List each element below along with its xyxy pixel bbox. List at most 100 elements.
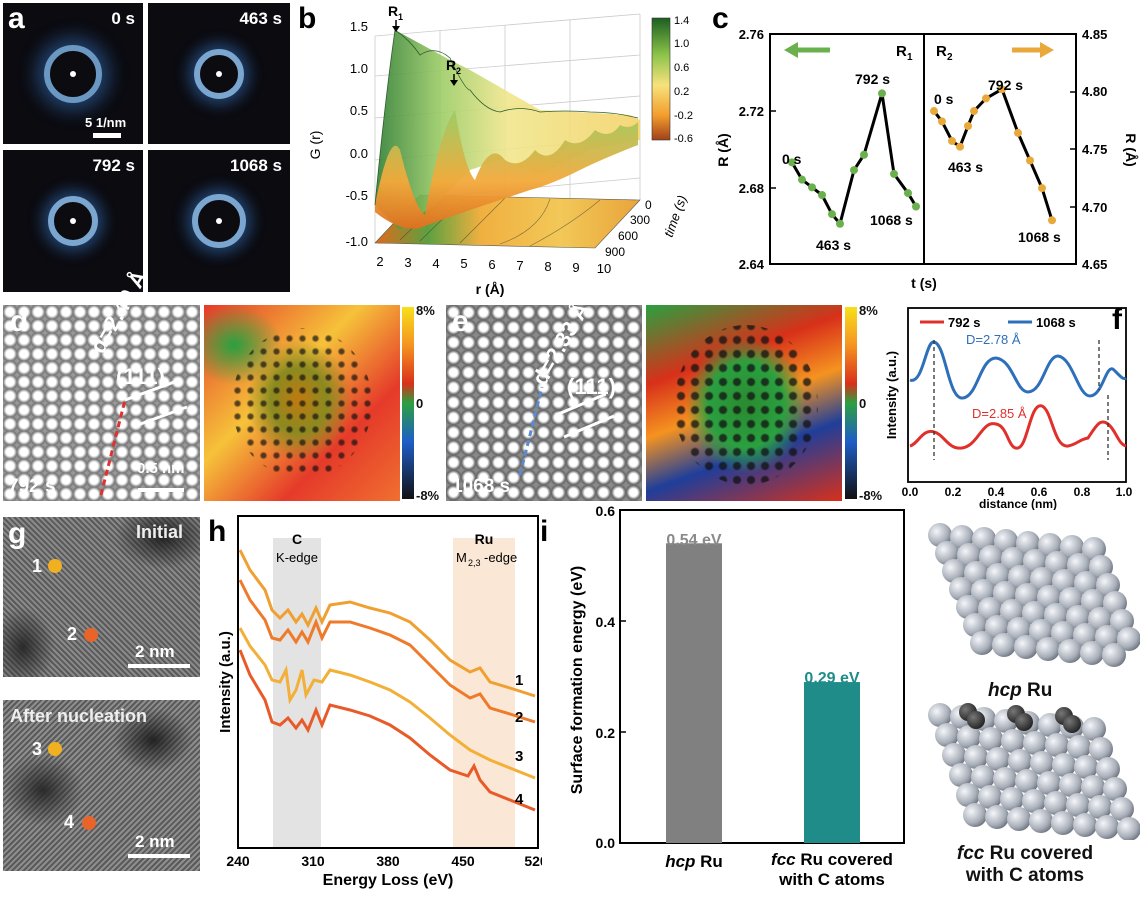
ru-atom xyxy=(978,785,1002,809)
point-1-label: 1 xyxy=(32,556,43,576)
ru-atom xyxy=(1007,807,1031,831)
f-xtick: 0.0 xyxy=(902,485,919,499)
b-xtick: 6 xyxy=(488,257,495,272)
ru-atom xyxy=(1044,791,1068,815)
ru-atom xyxy=(986,563,1010,587)
time-label: 463 s xyxy=(239,9,282,28)
b-ttick: 900 xyxy=(605,245,625,259)
h-ylabel: Intensity (a.u.) xyxy=(217,631,234,733)
point-1-marker xyxy=(48,559,62,573)
f-xtick: 0.2 xyxy=(945,485,962,499)
spectrum-3 xyxy=(238,627,536,780)
ru-atom xyxy=(1015,769,1039,793)
diffraction-image-792s: 792 s xyxy=(3,150,143,292)
r1-point xyxy=(860,150,868,159)
b-xtick: 10 xyxy=(597,261,611,276)
r2-point xyxy=(930,107,938,116)
ru-atom xyxy=(1008,565,1032,589)
d-plane-label: (111) xyxy=(116,364,165,389)
r2-label-sub: 2 xyxy=(456,66,461,76)
c-label-r2: 792 s xyxy=(988,77,1023,93)
c-label-r1: 792 s xyxy=(855,71,890,87)
ru-atom xyxy=(1001,547,1025,571)
ru-atom xyxy=(1080,641,1104,665)
c-label-r1: 1068 s xyxy=(870,212,913,228)
c-right-tick: 4.75 xyxy=(1082,142,1107,157)
hcp-ru-model xyxy=(928,523,1140,667)
b-cbar-tick: 1.4 xyxy=(674,15,689,27)
ru-atom xyxy=(1089,737,1113,761)
b-ylabel: G (r) xyxy=(307,131,323,160)
ru-atom xyxy=(1007,617,1031,641)
r1-point xyxy=(788,158,796,167)
ru-atom xyxy=(1067,553,1091,577)
b-xtick: 2 xyxy=(376,254,383,269)
d-cbar-bot: -8% xyxy=(416,488,440,503)
panel-label-e: e xyxy=(452,305,469,338)
f-legend-2: 1068 s xyxy=(1036,315,1076,330)
h-edge2-main: M xyxy=(456,550,467,565)
ru-atom xyxy=(1038,533,1062,557)
i-ytick: 0.4 xyxy=(596,614,616,630)
ru-atom xyxy=(1029,809,1053,833)
g-scale-bar xyxy=(128,664,190,668)
r2-point xyxy=(982,94,990,103)
ru-atom xyxy=(1096,757,1120,781)
panel-label-d: d xyxy=(10,305,29,338)
f-d1: D=2.78 Å xyxy=(966,332,1021,347)
ru-atom xyxy=(935,541,959,565)
ru-atom xyxy=(993,767,1017,791)
ru-atom xyxy=(979,727,1003,751)
r2-label: R xyxy=(446,57,456,73)
r1-point xyxy=(798,175,806,184)
f-xtick: 0.4 xyxy=(988,485,1005,499)
ru-atom xyxy=(964,561,988,585)
ru-atom xyxy=(935,723,959,747)
b-xtick: 9 xyxy=(572,260,579,275)
ru-atom xyxy=(1015,583,1039,607)
ru-atom xyxy=(1044,603,1068,627)
panel-f-chart: 792 s 1068 s D=2.78 Å D=2.85 Å 0.0 0.2 0… xyxy=(884,307,1133,510)
ru-atom xyxy=(1051,621,1075,645)
b-cbar-tick: 0.2 xyxy=(674,86,689,98)
c-r2-sub: 2 xyxy=(947,52,953,63)
ru-atom xyxy=(1000,787,1024,811)
g-initial-label: Initial xyxy=(136,522,184,542)
c-ylabel-right: R (Å) xyxy=(1123,133,1139,166)
ru-atom xyxy=(992,633,1016,657)
diffraction-image-463s: 463 s xyxy=(148,3,290,144)
ru-atom xyxy=(1052,753,1076,777)
r2-point xyxy=(970,107,978,116)
point-2-marker xyxy=(84,628,98,642)
c-left-tick: 2.72 xyxy=(739,104,764,119)
b-ytick: -1.0 xyxy=(346,234,368,249)
ru-atom xyxy=(1060,535,1084,559)
e-plane-label: (111) xyxy=(567,374,616,399)
ru-atom xyxy=(956,783,980,807)
b-ttick: 600 xyxy=(618,229,638,243)
ru-atom xyxy=(972,527,996,551)
ru-atom xyxy=(1058,639,1082,663)
b-ytick: 1.5 xyxy=(350,19,368,34)
g-scale-label-bottom: 2 nm xyxy=(135,832,175,851)
r2-point xyxy=(1048,216,1056,225)
b-ytick: 1.0 xyxy=(350,61,368,76)
b-ytick: -0.5 xyxy=(346,188,368,203)
e-cbar-top: 8% xyxy=(859,303,878,318)
c-label-r2: 463 s xyxy=(948,159,983,175)
ru-atom xyxy=(1081,589,1105,613)
h-spec-label: 4 xyxy=(515,791,524,808)
ru-atom xyxy=(1045,733,1069,757)
ru-atom xyxy=(1110,609,1134,633)
c-atom xyxy=(1015,713,1033,731)
ru-atom xyxy=(1052,569,1076,593)
r1-label-sub: 1 xyxy=(398,12,403,22)
diffraction-image-0s: 0 s 5 1/nm xyxy=(3,3,143,144)
ru-atom xyxy=(928,703,952,727)
scale-label: 5 1/nm xyxy=(85,115,127,130)
c-label-r1: 0 s xyxy=(782,151,802,167)
ru-atom xyxy=(1067,735,1091,759)
panel-d-hrtem-image xyxy=(3,305,200,501)
c-left-tick: 2.68 xyxy=(739,181,764,196)
g-scale-bar-bottom xyxy=(128,854,190,858)
